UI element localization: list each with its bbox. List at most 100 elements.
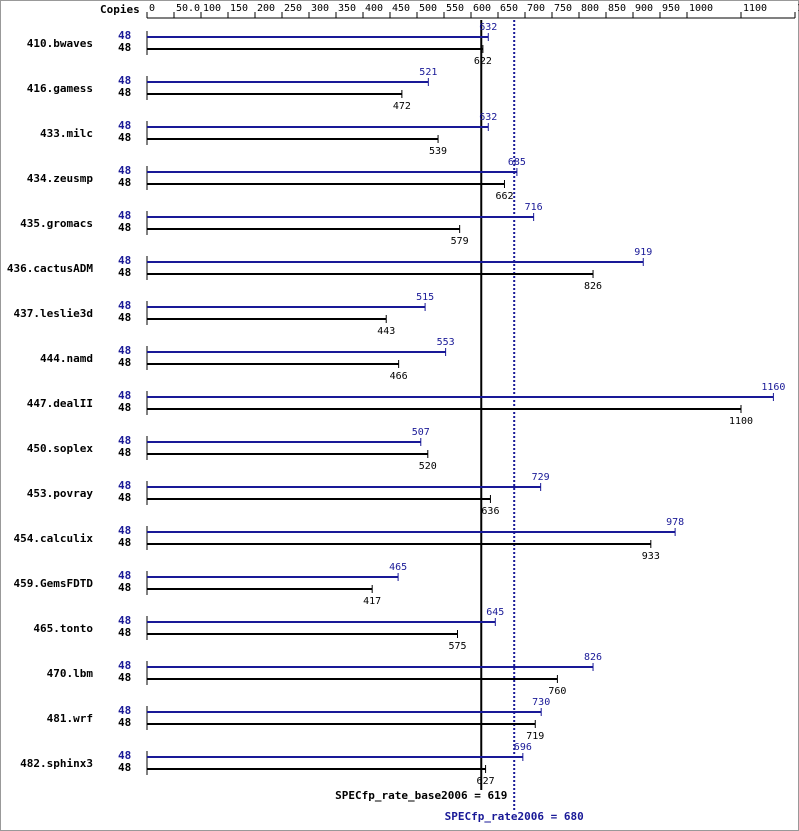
benchmark-label: 459.GemsFDTD (14, 577, 94, 590)
copies-label: 48 (118, 176, 131, 189)
benchmark-label: 453.povray (27, 487, 94, 500)
benchmark-label: 416.gamess (27, 82, 93, 95)
copies-label: 48 (118, 119, 131, 132)
x-tick-label: 1000 (689, 3, 713, 14)
x-tick-label: 200 (257, 3, 275, 14)
copies-label: 48 (118, 761, 131, 774)
copies-label: 48 (118, 434, 131, 447)
copies-label: 48 (118, 704, 131, 717)
x-tick-label: 950 (662, 3, 680, 14)
benchmark-label: 470.lbm (47, 667, 94, 680)
value-label: 760 (548, 686, 566, 697)
benchmark-label: 437.leslie3d (14, 307, 93, 320)
x-tick-label: 650 (500, 3, 518, 14)
value-label: 919 (634, 247, 652, 258)
base-summary: SPECfp_rate_base2006 = 619 (335, 789, 507, 802)
value-label: 826 (584, 281, 602, 292)
x-tick-label: 0 (149, 3, 155, 14)
benchmark-label: 481.wrf (47, 712, 93, 725)
x-tick-label: 1100 (743, 3, 767, 14)
copies-label: 48 (118, 266, 131, 279)
benchmark-label: 465.tonto (33, 622, 93, 635)
x-tick-label: 800 (581, 3, 599, 14)
copies-label: 48 (118, 41, 131, 54)
copies-label: 48 (118, 86, 131, 99)
copies-label: 48 (118, 344, 131, 357)
value-label: 632 (479, 112, 497, 123)
x-tick-label: 50.0 (176, 3, 200, 14)
benchmark-label: 410.bwaves (27, 37, 93, 50)
copies-label: 48 (118, 299, 131, 312)
value-label: 933 (642, 551, 660, 562)
value-label: 627 (477, 776, 495, 787)
x-tick-label: 1200 (797, 3, 799, 14)
value-label: 443 (377, 326, 395, 337)
copies-label: 48 (118, 479, 131, 492)
value-label: 539 (429, 146, 447, 157)
x-tick-label: 250 (284, 3, 302, 14)
value-label: 521 (419, 67, 437, 78)
x-tick-label: 750 (554, 3, 572, 14)
value-label: 696 (514, 742, 532, 753)
value-label: 579 (451, 236, 469, 247)
copies-label: 48 (118, 254, 131, 267)
x-tick-label: 150 (230, 3, 248, 14)
copies-label: 48 (118, 671, 131, 684)
value-label: 466 (390, 371, 408, 382)
value-label: 636 (481, 506, 499, 517)
value-label: 645 (486, 607, 504, 618)
benchmark-label: 434.zeusmp (27, 172, 94, 185)
copies-label: 48 (118, 164, 131, 177)
copies-label: 48 (118, 446, 131, 459)
value-label: 417 (363, 596, 381, 607)
value-label: 520 (419, 461, 437, 472)
benchmark-label: 444.namd (40, 352, 93, 365)
benchmark-label: 450.soplex (27, 442, 94, 455)
copies-label: 48 (118, 74, 131, 87)
copies-label: 48 (118, 536, 131, 549)
value-label: 729 (532, 472, 550, 483)
x-tick-label: 550 (446, 3, 464, 14)
x-tick-label: 600 (473, 3, 491, 14)
value-label: 730 (532, 697, 550, 708)
x-tick-label: 500 (419, 3, 437, 14)
copies-label: 48 (118, 401, 131, 414)
copies-label: 48 (118, 581, 131, 594)
value-label: 1100 (729, 416, 753, 427)
copies-label: 48 (118, 659, 131, 672)
value-label: 719 (526, 731, 544, 742)
value-label: 632 (479, 22, 497, 33)
x-tick-label: 350 (338, 3, 356, 14)
x-tick-label: 400 (365, 3, 383, 14)
benchmark-label: 436.cactusADM (7, 262, 93, 275)
value-label: 1160 (761, 382, 785, 393)
copies-label: 48 (118, 491, 131, 504)
copies-label: 48 (118, 569, 131, 582)
value-label: 507 (412, 427, 430, 438)
copies-label: 48 (118, 749, 131, 762)
copies-label: 48 (118, 311, 131, 324)
copies-label: 48 (118, 29, 131, 42)
value-label: 685 (508, 157, 526, 168)
x-tick-label: 700 (527, 3, 545, 14)
x-tick-label: 300 (311, 3, 329, 14)
benchmark-label: 435.gromacs (20, 217, 93, 230)
value-label: 826 (584, 652, 602, 663)
copies-label: 48 (118, 626, 131, 639)
copies-label: 48 (118, 209, 131, 222)
value-label: 465 (389, 562, 407, 573)
value-label: 472 (393, 101, 411, 112)
value-label: 622 (474, 56, 492, 67)
copies-label: 48 (118, 524, 131, 537)
peak-summary: SPECfp_rate2006 = 680 (445, 810, 584, 823)
x-tick-label: 850 (608, 3, 626, 14)
x-tick-label: 900 (635, 3, 653, 14)
value-label: 978 (666, 517, 684, 528)
copies-label: 48 (118, 614, 131, 627)
value-label: 575 (448, 641, 466, 652)
benchmark-label: 454.calculix (14, 532, 94, 545)
benchmark-label: 447.dealII (27, 397, 93, 410)
copies-header: Copies (100, 3, 140, 16)
copies-label: 48 (118, 356, 131, 369)
